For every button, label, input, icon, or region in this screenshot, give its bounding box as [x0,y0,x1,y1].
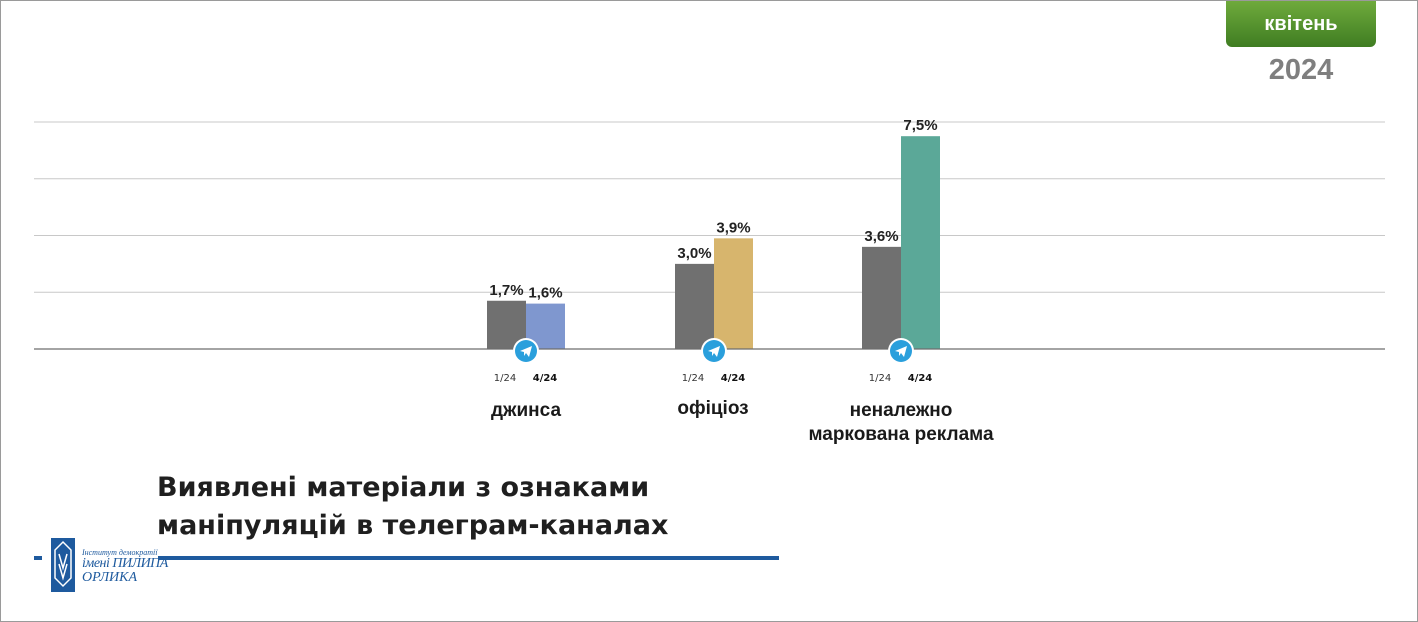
category-label-ofitsioz: офіціоз [593,397,833,421]
bar-4-24 [714,238,753,349]
data-label: 3,0% [677,245,711,262]
category-label-line: офіціоз [677,398,749,419]
bar-1-24 [862,246,901,349]
page-title-line-1: Виявлені матеріали з ознаками [157,472,650,503]
category-label-dzhynsa: джинса [406,399,646,423]
page-title-line-2: маніпуляцій в телеграм-каналах [157,510,669,541]
series-tick-label: 4/24 [533,373,558,384]
series-tick-label: 4/24 [721,373,746,384]
bar-chart: 1,7% 1,6% 1/24 4/24 3,0% 3,9% 1/24 4/24 3,6% 7,5%… [34,117,1385,384]
category-label-reklama: неналежно маркована реклама [781,399,1021,447]
bar-1-24 [675,263,714,349]
series-tick-label: 1/24 [682,373,704,384]
bar-4-24 [901,136,940,349]
telegram-icon [888,338,914,364]
data-label: 1,6% [528,285,562,302]
category-label-line: маркована реклама [808,424,994,445]
data-label: 7,5% [903,117,937,134]
data-label: 3,9% [716,219,750,236]
institute-logo-text: Інститут демократії імені ПИЛИПА ОРЛИКА [82,549,168,585]
logo-text-line: Інститут демократії [82,548,158,557]
divider-line [34,556,42,560]
logo-text-line: імені ПИЛИПА [82,556,168,571]
institute-emblem-icon [51,538,75,592]
logo-text-line: ОРЛИКА [82,570,138,585]
telegram-icon [513,338,539,364]
category-label-line: джинса [490,400,562,421]
month-badge: квітень [1226,1,1376,47]
series-tick-label: 1/24 [494,373,516,384]
category-label-line: неналежно [849,400,953,421]
series-tick-label: 1/24 [869,373,891,384]
year-label: 2024 [1268,54,1334,86]
series-tick-label: 4/24 [908,373,933,384]
divider-line [158,556,779,560]
telegram-icon [701,338,727,364]
data-label: 1,7% [489,282,523,299]
data-label: 3,6% [864,228,898,245]
